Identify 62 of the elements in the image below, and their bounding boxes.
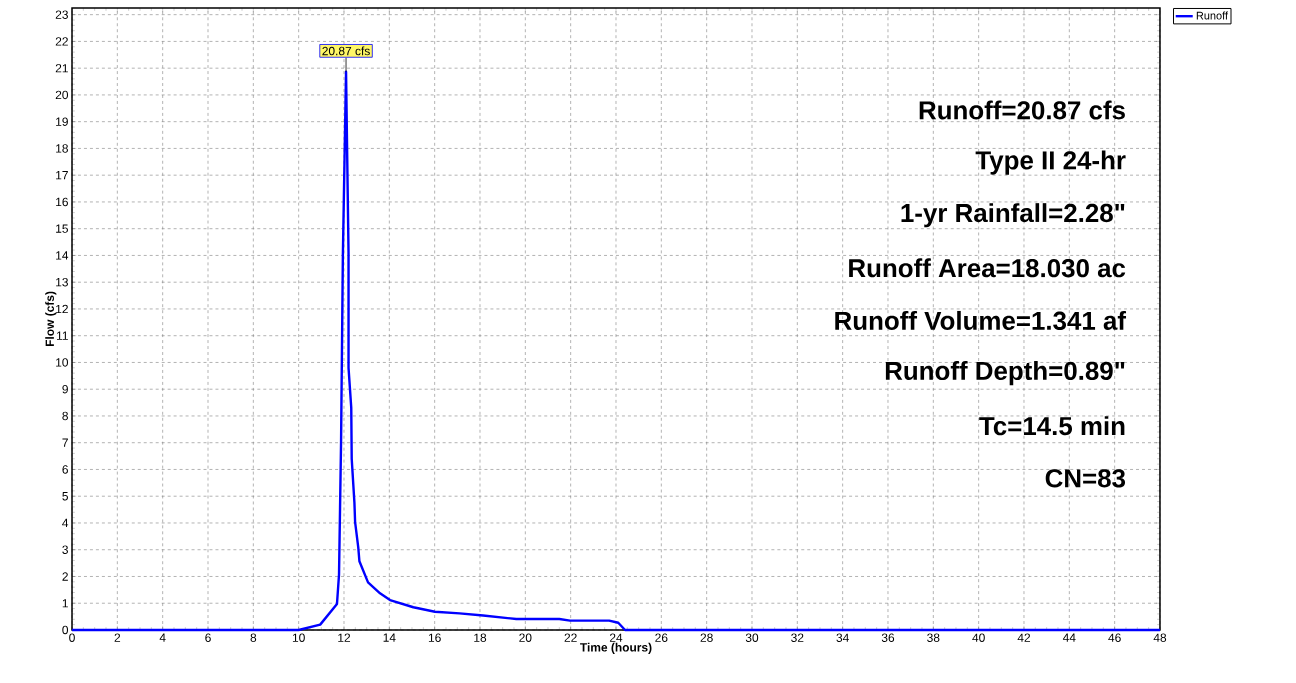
x-tick-label: 32 (791, 633, 804, 642)
y-tick-label: 10 (56, 358, 69, 367)
x-tick-label: 8 (250, 633, 257, 642)
annotation: Runoff=20.87 cfs (919, 100, 1125, 120)
annotation: Tc=14.5 min (979, 416, 1125, 436)
x-tick-label: 22 (564, 633, 577, 642)
x-tick-label: 38 (927, 633, 940, 642)
annotation: CN=83 (1045, 469, 1126, 488)
x-tick-label: 2 (114, 633, 121, 642)
y-tick-label: 1 (62, 599, 68, 608)
y-tick-label: 8 (62, 411, 68, 421)
y-tick-label: 3 (62, 545, 68, 554)
y-tick-label: 13 (56, 277, 68, 287)
x-tick-label: 24 (609, 633, 623, 642)
y-tick-label: 14 (56, 251, 69, 260)
y-tick-label: 22 (55, 37, 68, 46)
annotation: Type II 24-hr (975, 150, 1126, 175)
x-tick-label: 14 (383, 633, 396, 642)
y-axis-title: Flow (cfs) (45, 291, 57, 347)
annotation: Runoff Area=18.030 ac (849, 258, 1126, 278)
x-tick-label: 18 (474, 633, 487, 642)
y-tick-label: 17 (56, 171, 68, 180)
y-tick-label: 23 (55, 10, 68, 19)
y-tick-label: 16 (56, 197, 68, 207)
y-tick-label: 18 (56, 144, 68, 153)
annotation: 1-yr Rainfall=2.28" (901, 203, 1125, 228)
y-tick-label: 21 (55, 64, 68, 73)
x-tick-label: 48 (1153, 633, 1167, 642)
annotation: 20.87 cfs (322, 46, 370, 56)
y-tick-label: 7 (62, 438, 68, 447)
x-tick-label: 36 (881, 633, 895, 642)
x-tick-label: 20 (519, 633, 532, 642)
line-series (70, 70, 1162, 632)
y-tick-label: 5 (62, 492, 68, 501)
y-tick-label: 6 (62, 465, 68, 474)
y-tick-label: 11 (56, 331, 68, 340)
y-tick-label: 2 (62, 572, 68, 581)
legend-label: Runoff (1196, 11, 1229, 20)
x-tick-label: 42 (1017, 633, 1031, 642)
y-tick-label: 0 (62, 625, 69, 635)
annotation: Runoff Depth=0.89" (885, 361, 1125, 386)
y-tick-label: 12 (56, 304, 68, 314)
y-tick-label: 15 (56, 224, 68, 233)
x-tick-label: 30 (745, 633, 759, 642)
y-tick-label: 20 (55, 90, 69, 100)
x-tick-label: 10 (292, 633, 305, 642)
x-tick-label: 46 (1108, 633, 1121, 642)
y-tick-label: 9 (62, 384, 68, 394)
x-tick-label: 12 (338, 633, 351, 642)
x-tick-label: 6 (205, 633, 211, 642)
x-tick-label: 16 (428, 633, 441, 642)
x-tick-label: 28 (700, 633, 713, 642)
y-tick-label: 19 (56, 117, 68, 126)
x-axis-title: Time (hours) (580, 642, 652, 654)
x-tick-label: 34 (836, 633, 849, 642)
x-tick-label: 40 (972, 633, 985, 642)
y-tick-label: 4 (62, 518, 69, 528)
annotation: Runoff Volume=1.341 af (835, 310, 1127, 331)
x-tick-label: 44 (1062, 633, 1076, 642)
x-tick-label: 0 (69, 633, 75, 642)
x-tick-label: 26 (655, 633, 668, 642)
x-tick-label: 4 (159, 633, 166, 642)
